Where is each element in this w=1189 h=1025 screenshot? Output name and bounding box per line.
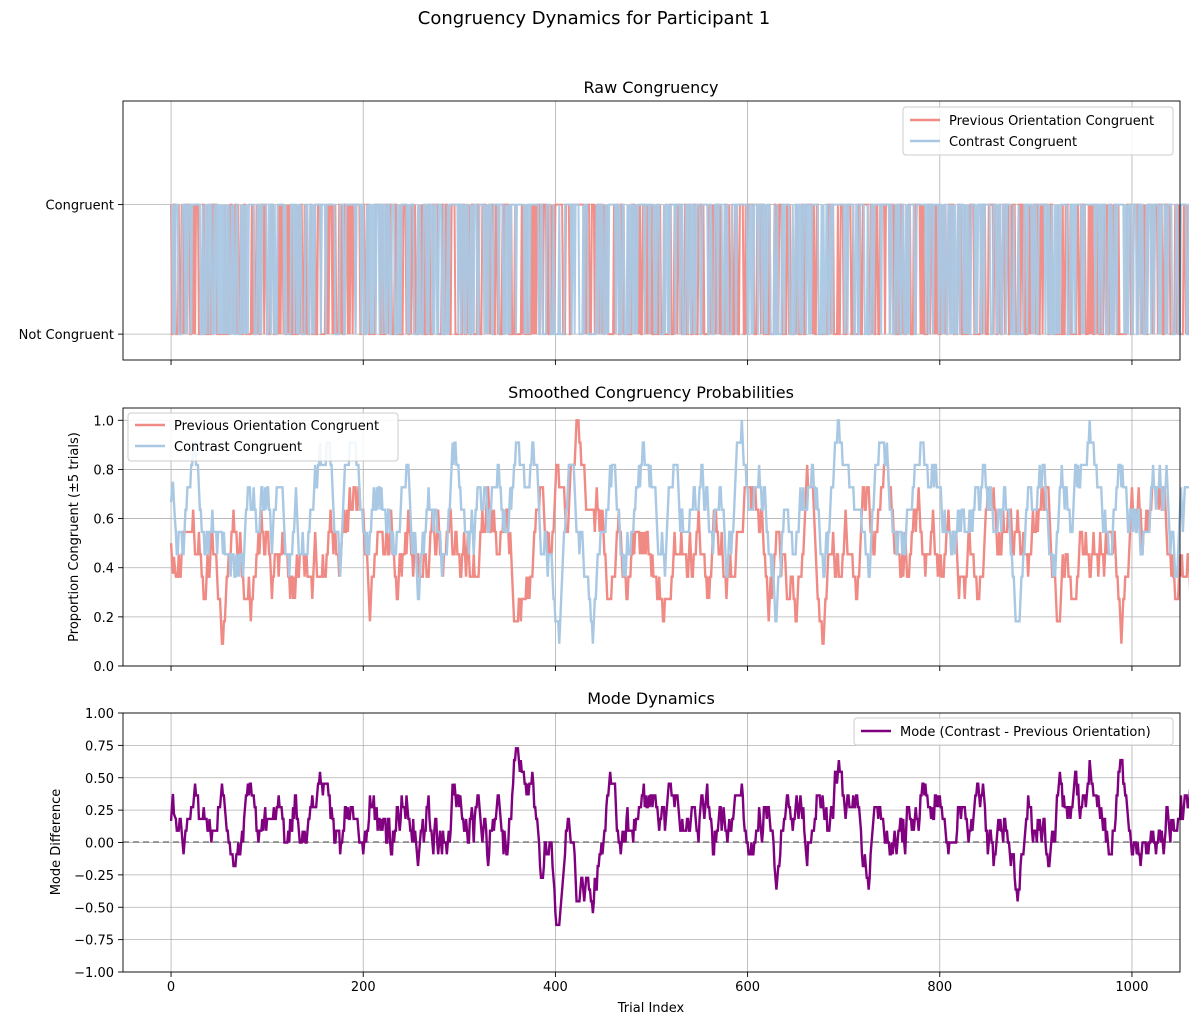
mode-xtick-label: 400 [543, 980, 568, 995]
raw-congruency-frame [122, 100, 1181, 361]
mode-legend: Mode (Contrast - Previous Orientation) [853, 717, 1174, 746]
mode-ytick-label: 0.00 [85, 837, 114, 852]
mode-ytick-label: 0.75 [85, 739, 114, 754]
mode-ytick-label: 0.25 [85, 804, 114, 819]
mode-ytick-label: −0.75 [74, 934, 114, 949]
smoothed-legend-label-contrast: Contrast Congruent [174, 440, 302, 455]
mode-ytick-label: 0.50 [85, 772, 114, 787]
mode-xtick-label: 1000 [1115, 980, 1148, 995]
mode-ticks: 0 200 400 600 800 1000 −1.00 −0.75 −0.50 −0.25 0.0… [74, 707, 1148, 995]
mode-series-line [169, 747, 1189, 927]
smoothed-legend-label-prev-orientation: Previous Orientation Congruent [174, 419, 379, 434]
raw-congruency-legend-box [902, 106, 1174, 156]
mode-xtick-label: 0 [167, 980, 175, 995]
mode-legend-label: Mode (Contrast - Previous Orientation) [900, 725, 1151, 740]
smoothed-ytick-label: 1.0 [93, 414, 114, 429]
mode-title: Mode Dynamics [587, 689, 715, 708]
raw-congruency-title: Raw Congruency [584, 78, 719, 97]
raw-congruency-ticks: Not Congruent Congruent [19, 199, 1133, 365]
mode-ytick-label: −0.50 [74, 901, 114, 916]
mode-xlabel: Trial Index [617, 1001, 685, 1016]
raw-ytick-label: Not Congruent [19, 328, 114, 343]
smoothed-ytick-label: 0.2 [93, 611, 114, 626]
smoothed-ytick-label: 0.4 [93, 562, 114, 577]
mode-xtick-label: 600 [735, 980, 760, 995]
smoothed-frame [122, 407, 1181, 667]
mode-xtick-label: 800 [927, 980, 952, 995]
smoothed-ytick-label: 0.8 [93, 463, 114, 478]
mode-dynamics-panel: 0 200 400 600 800 1000 −1.00 −0.75 −0.50 −0.25 0.0… [49, 689, 1189, 1016]
figure-title: Congruency Dynamics for Participant 1 [418, 8, 770, 29]
smoothed-legend-box [127, 412, 399, 462]
smoothed-title: Smoothed Congruency Probabilities [508, 383, 794, 402]
smoothed-ytick-label: 0.6 [93, 513, 114, 528]
mode-ylabel: Mode Difference [49, 789, 64, 896]
smoothed-ytick-label: 0.0 [93, 660, 114, 675]
smoothed-legend: Previous Orientation Congruent Contrast … [127, 412, 399, 462]
smoothed-series-prev-orientation [169, 419, 1189, 645]
raw-ytick-label: Congruent [46, 199, 114, 214]
raw-legend-label-contrast: Contrast Congruent [949, 135, 1077, 150]
raw-congruency-lines [170, 203, 1189, 336]
smoothed-ylabel: Proportion Congruent (±5 trials) [67, 432, 82, 642]
raw-congruency-panel: Not Congruent Congruent Raw Congruency Pr… [19, 78, 1189, 365]
raw-legend-label-prev-orientation: Previous Orientation Congruent [949, 114, 1154, 129]
smoothed-ticks: 0.0 0.2 0.4 0.6 0.8 1.0 [93, 414, 1133, 675]
raw-congruency-legend: Previous Orientation Congruent Contrast … [902, 106, 1174, 156]
mode-xtick-label: 200 [351, 980, 376, 995]
mode-ytick-label: −0.25 [74, 869, 114, 884]
mode-line [169, 747, 1189, 927]
mode-ytick-label: 1.00 [85, 707, 114, 722]
mode-ytick-label: −1.00 [74, 966, 114, 981]
raw-series-contrast [171, 203, 1189, 336]
smoothed-probabilities-panel: 0.0 0.2 0.4 0.6 0.8 1.0 Smoothed Congruency P… [67, 383, 1189, 675]
mode-legend-box [853, 717, 1174, 746]
